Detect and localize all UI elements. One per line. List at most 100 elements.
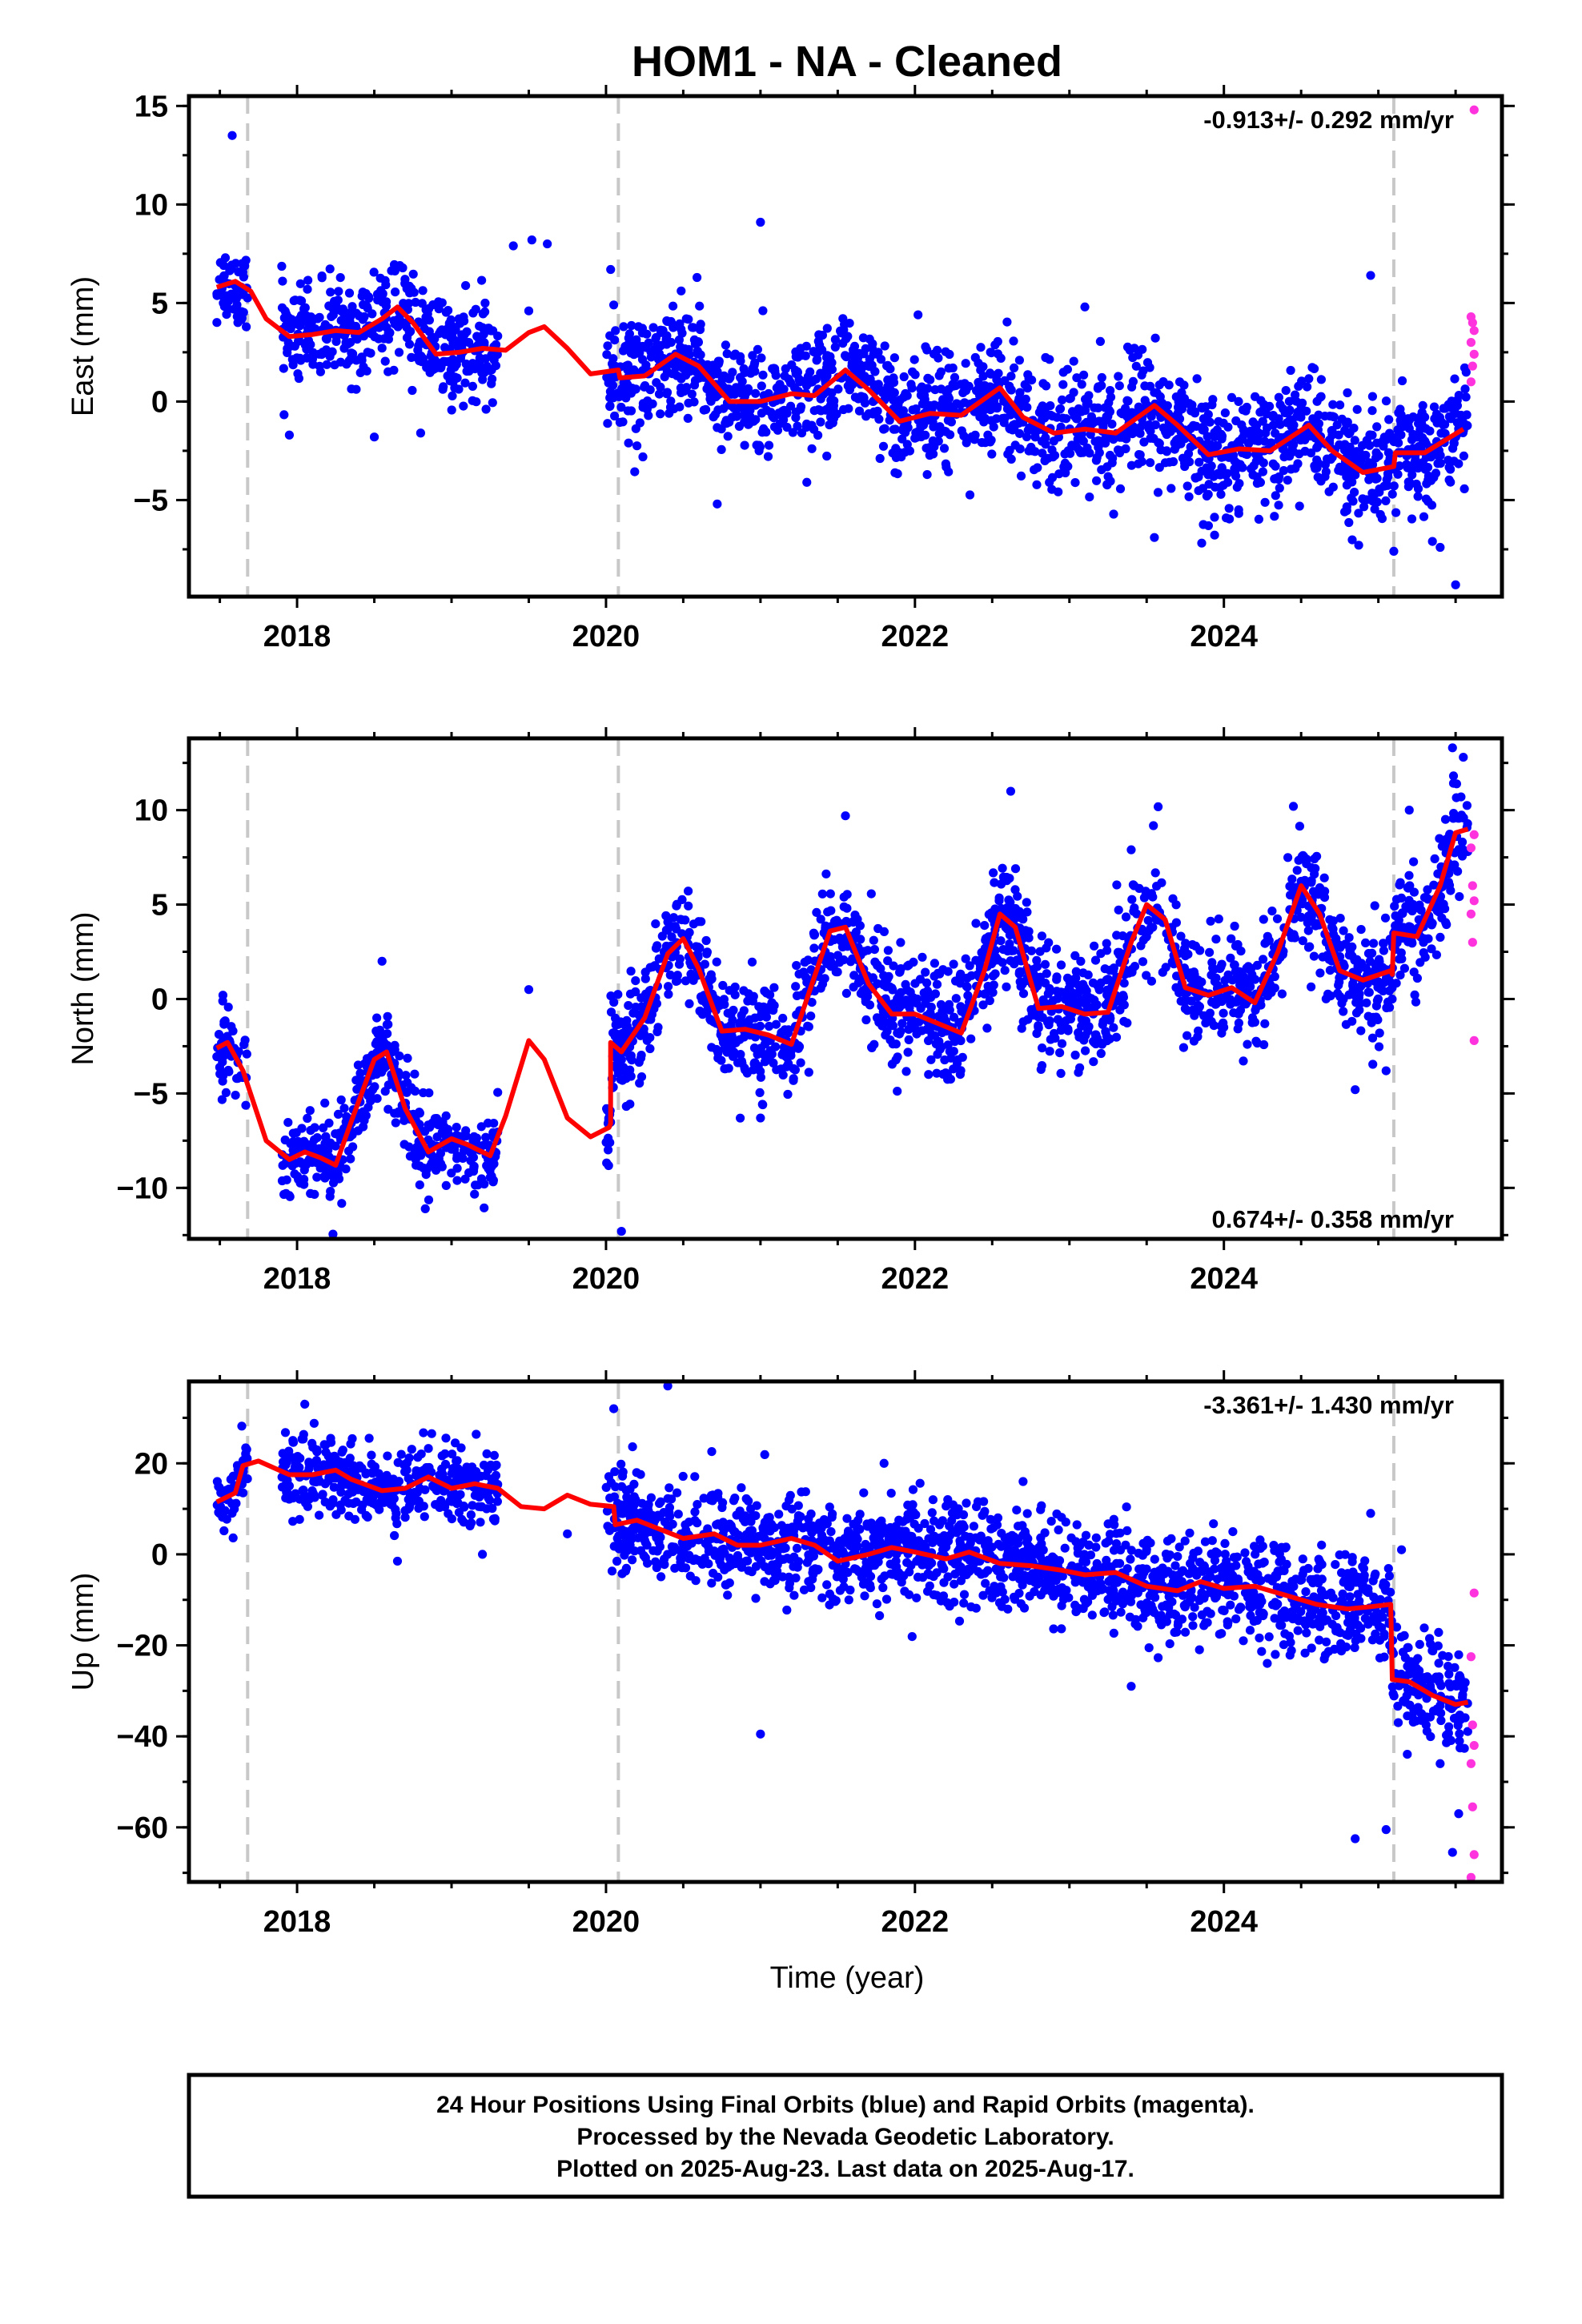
data-point xyxy=(1062,414,1071,424)
data-point xyxy=(295,353,305,363)
data-point xyxy=(428,1118,437,1128)
data-point xyxy=(1220,408,1230,418)
data-point xyxy=(962,438,971,448)
data-point xyxy=(331,336,341,346)
data-point xyxy=(1230,921,1239,931)
data-point xyxy=(1292,866,1302,875)
data-point xyxy=(1312,851,1322,861)
data-point xyxy=(1303,911,1313,921)
data-point xyxy=(1074,1068,1083,1077)
data-point xyxy=(1457,851,1468,861)
data-point xyxy=(856,365,865,376)
data-point xyxy=(1370,901,1379,911)
data-point xyxy=(1055,1048,1065,1058)
data-point xyxy=(1009,336,1018,346)
data-point xyxy=(1219,1008,1228,1018)
data-point xyxy=(1107,420,1117,429)
data-point xyxy=(1271,491,1280,501)
data-point xyxy=(1362,495,1371,505)
data-point xyxy=(1312,463,1322,472)
data-point xyxy=(476,1518,485,1527)
data-point xyxy=(242,322,251,332)
data-point xyxy=(1423,895,1433,904)
data-point xyxy=(801,380,812,391)
plot-area-north xyxy=(212,743,1479,1239)
data-point xyxy=(303,1113,312,1124)
data-point xyxy=(1072,414,1082,424)
data-point xyxy=(337,1199,347,1208)
data-point xyxy=(765,1046,775,1055)
data-point xyxy=(926,1055,936,1064)
data-point xyxy=(1203,489,1213,499)
data-point xyxy=(1222,513,1231,523)
data-point xyxy=(978,1000,988,1010)
data-point xyxy=(742,1018,752,1027)
data-point xyxy=(1427,537,1437,546)
final-orbit-points-north xyxy=(212,743,1472,1239)
data-point xyxy=(444,323,453,332)
data-point xyxy=(1083,970,1093,979)
data-point xyxy=(614,1019,624,1029)
data-point xyxy=(1124,968,1134,978)
data-point xyxy=(975,412,985,422)
x-ticks-east xyxy=(219,85,1457,608)
data-point xyxy=(1032,480,1042,489)
rapid-data-point xyxy=(1469,896,1479,906)
data-point xyxy=(874,414,884,424)
data-point xyxy=(295,296,305,305)
data-point xyxy=(1088,978,1098,987)
data-point xyxy=(1379,946,1388,955)
data-point xyxy=(988,971,998,981)
data-point xyxy=(527,235,536,245)
data-point xyxy=(419,1088,428,1098)
data-point xyxy=(383,1011,392,1021)
data-point xyxy=(883,956,893,966)
data-point xyxy=(936,999,946,1010)
data-point xyxy=(1280,408,1290,418)
data-point xyxy=(662,340,672,349)
data-point xyxy=(677,388,686,397)
data-point xyxy=(1283,476,1292,485)
data-point xyxy=(739,986,749,995)
rapid-data-point xyxy=(1466,377,1476,387)
data-point xyxy=(926,375,935,384)
data-point xyxy=(1367,430,1377,440)
data-point xyxy=(949,1064,958,1074)
data-point xyxy=(755,1021,765,1031)
data-point xyxy=(393,1458,403,1467)
data-point xyxy=(452,1123,461,1132)
data-point xyxy=(632,441,642,451)
data-point xyxy=(476,1122,486,1132)
data-point xyxy=(1463,420,1472,431)
data-point xyxy=(1040,456,1050,466)
data-point xyxy=(887,1059,897,1069)
data-point xyxy=(1372,422,1382,432)
data-point xyxy=(218,991,228,1000)
data-point xyxy=(215,258,225,267)
data-point xyxy=(966,1034,976,1043)
data-point xyxy=(854,406,865,416)
data-point xyxy=(713,499,722,509)
data-point xyxy=(1189,967,1199,977)
y-tick-label-east-2: 5 xyxy=(151,287,168,320)
data-point xyxy=(1056,960,1066,970)
data-point xyxy=(229,304,239,314)
data-point xyxy=(402,1088,412,1097)
x-tick-label-north-2022: 2022 xyxy=(881,1262,950,1296)
data-point xyxy=(315,367,325,376)
data-point xyxy=(612,1052,621,1062)
data-point xyxy=(723,432,733,441)
data-point xyxy=(1038,1043,1047,1053)
data-point xyxy=(423,309,432,319)
data-point xyxy=(1027,376,1037,385)
data-point xyxy=(1231,973,1242,983)
data-point xyxy=(965,490,975,500)
data-point xyxy=(227,131,237,140)
data-point xyxy=(987,449,997,459)
data-point xyxy=(1101,433,1110,443)
data-point xyxy=(1205,417,1215,427)
data-point xyxy=(1017,1023,1026,1033)
y-tick-label-north-0: −10 xyxy=(117,1172,168,1205)
data-point xyxy=(701,404,711,414)
data-point xyxy=(290,318,299,328)
